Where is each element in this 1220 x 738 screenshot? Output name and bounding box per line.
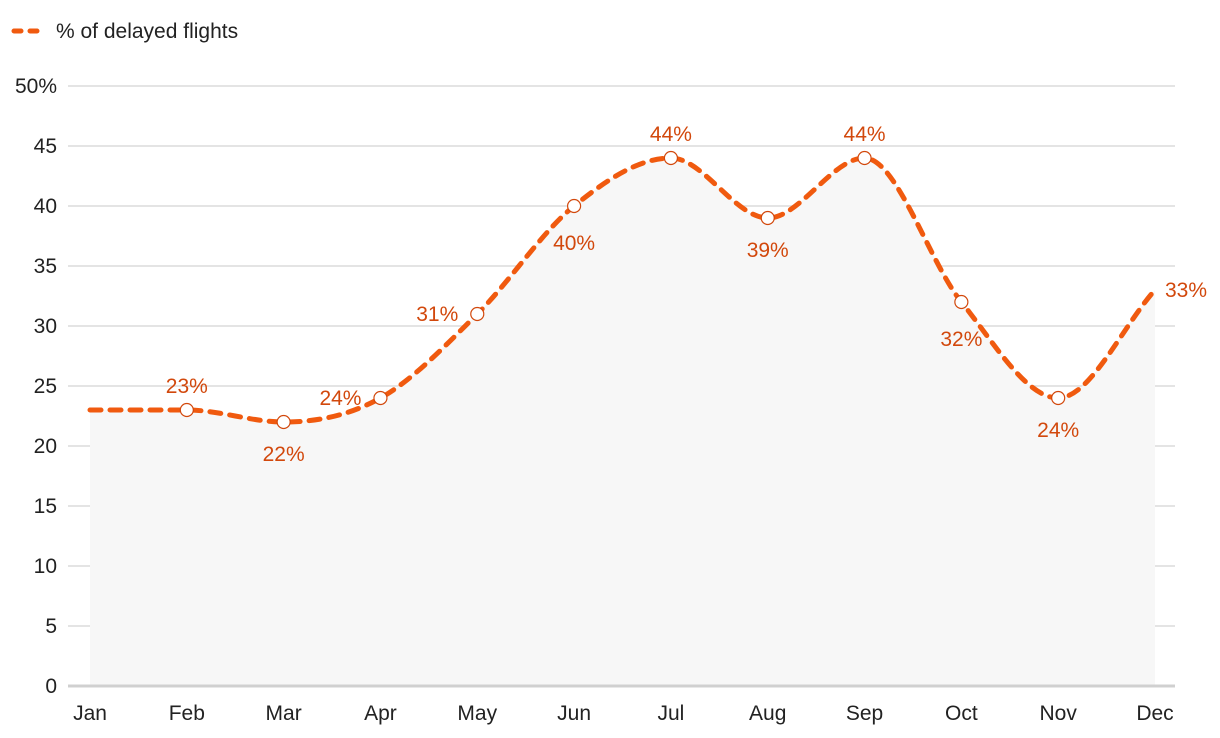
data-label: 31% <box>416 303 458 326</box>
data-point-marker <box>857 150 872 166</box>
data-point-marker <box>760 210 775 226</box>
y-tick-label: 30 <box>34 315 57 338</box>
y-tick-label: 0 <box>45 675 57 698</box>
legend-label: % of delayed flights <box>56 20 238 43</box>
data-label: 22% <box>263 443 305 466</box>
data-label: 33% <box>1165 279 1207 302</box>
x-tick-label: Jul <box>657 702 684 725</box>
y-tick-label: 45 <box>34 135 57 158</box>
x-tick-label: Dec <box>1136 702 1173 725</box>
x-tick-label: Feb <box>169 702 205 725</box>
y-tick-label: 10 <box>34 555 57 578</box>
y-tick-label: 35 <box>34 255 57 278</box>
y-tick-label: 15 <box>34 495 57 518</box>
x-tick-label: May <box>457 702 497 725</box>
x-tick-label: Apr <box>364 702 397 725</box>
data-point-marker <box>276 414 291 430</box>
data-point-marker <box>954 294 969 310</box>
data-label: 23% <box>166 375 208 398</box>
y-axis-ticks: 0 5 10 15 20 25 30 35 40 45 50% <box>15 75 57 698</box>
x-tick-label: Nov <box>1040 702 1078 725</box>
y-tick-label: 5 <box>45 615 57 638</box>
x-tick-label: Oct <box>945 702 978 725</box>
y-tick-label: 50% <box>15 75 57 98</box>
data-point-marker <box>470 306 485 322</box>
data-point-marker <box>566 198 582 214</box>
data-label: 32% <box>940 328 982 351</box>
data-label: 44% <box>650 123 692 146</box>
data-label: 24% <box>1037 419 1079 442</box>
area-fill <box>90 158 1155 686</box>
data-labels: 23% 22% 24% 31% 40% 44% 39% 44% 32% 24% 33% <box>166 123 1207 466</box>
x-tick-label: Jun <box>557 702 591 725</box>
data-point-markers <box>179 150 1066 430</box>
x-tick-label: Mar <box>266 702 302 725</box>
data-label: 44% <box>844 123 886 146</box>
x-axis-ticks: Jan Feb Mar Apr May Jun Jul Aug Sep Oct Nov Dec <box>73 702 1174 725</box>
legend[interactable]: % of delayed flights <box>11 20 238 43</box>
data-label: 39% <box>747 239 789 262</box>
data-label: 40% <box>553 232 595 255</box>
x-tick-label: Jan <box>73 702 107 725</box>
x-tick-label: Aug <box>749 702 786 725</box>
x-tick-label: Sep <box>846 702 883 725</box>
y-tick-label: 40 <box>34 195 57 218</box>
data-point-marker <box>663 150 679 166</box>
data-point-marker <box>179 402 194 418</box>
data-point-marker <box>373 390 388 406</box>
y-tick-label: 20 <box>34 435 57 458</box>
data-label: 24% <box>319 387 361 410</box>
y-tick-label: 25 <box>34 375 57 398</box>
data-point-marker <box>1051 390 1066 406</box>
